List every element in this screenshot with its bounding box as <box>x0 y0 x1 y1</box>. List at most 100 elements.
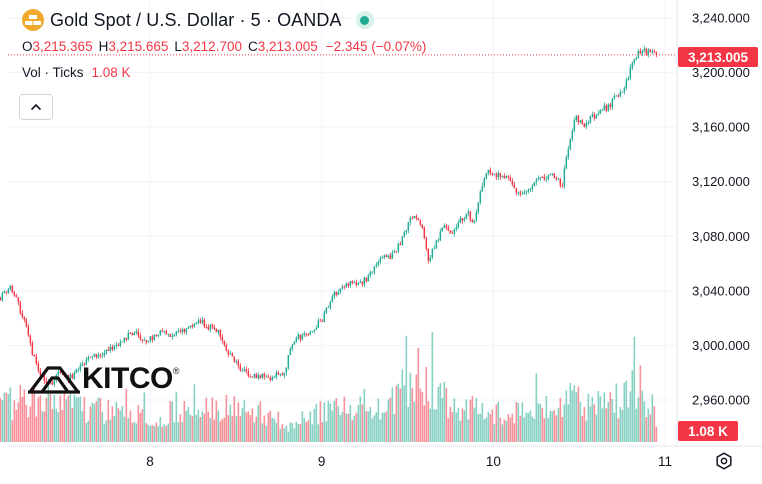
volume-bar <box>163 424 166 442</box>
volume-bar <box>317 424 320 442</box>
candle-body <box>275 372 278 378</box>
candle-body <box>509 177 512 182</box>
volume-bar <box>419 388 422 442</box>
candle-body <box>381 257 384 259</box>
volume-bar <box>387 399 390 442</box>
candle-body <box>627 78 630 81</box>
last-price-tag[interactable]: 3,213.005 <box>678 47 758 67</box>
symbol-legend[interactable]: Gold Spot / U.S. Dollar · 5 · OANDA <box>22 9 374 31</box>
volume-bar <box>141 409 144 442</box>
candle-body <box>557 179 560 180</box>
volume-bar <box>415 374 418 442</box>
candle-body <box>107 349 110 351</box>
volume-bar <box>635 408 638 442</box>
candle-body <box>27 326 30 336</box>
volume-bar <box>179 414 182 442</box>
volume-bar <box>295 421 298 442</box>
volume-bar <box>291 423 294 442</box>
candle-body <box>83 363 86 365</box>
market-open-status-icon[interactable] <box>355 11 374 29</box>
last-volume-tag[interactable]: 1.08 K <box>678 421 738 441</box>
candle-body <box>543 177 546 180</box>
volume-bar <box>337 406 340 442</box>
time-axis[interactable]: 8 9 10 11 <box>146 454 672 469</box>
candle-body <box>15 295 18 298</box>
chart-settings-icon[interactable] <box>714 451 734 471</box>
candle-body <box>33 354 36 357</box>
candle-body <box>261 373 264 378</box>
volume-bar <box>615 383 618 442</box>
candle-body <box>535 179 538 183</box>
time-tick-label: 10 <box>486 454 501 469</box>
candle-body <box>231 353 234 357</box>
volume-bar <box>557 407 560 442</box>
candle-body <box>501 175 504 177</box>
candle-body <box>473 220 476 223</box>
gold-symbol-icon <box>22 9 44 31</box>
candle-body <box>293 342 296 345</box>
collapse-legend-button[interactable] <box>19 94 53 120</box>
volume-bar <box>507 414 510 442</box>
volume-bar <box>49 394 52 442</box>
volume-bar <box>91 402 94 442</box>
volume-bar <box>147 424 150 442</box>
candle-body <box>601 109 604 111</box>
price-candles <box>0 45 658 388</box>
volume-bar <box>499 417 502 442</box>
volume-bar <box>153 426 156 442</box>
volume-bar <box>347 413 350 442</box>
volume-bar <box>469 399 472 442</box>
candle-body <box>19 302 22 313</box>
volume-bar <box>339 414 342 442</box>
candle-body <box>419 219 422 225</box>
candle-body <box>435 240 438 249</box>
candle-body <box>641 51 644 54</box>
candle-body <box>369 271 372 276</box>
volume-bar <box>59 395 62 442</box>
volume-legend[interactable]: Vol · Ticks 1.08 K <box>22 65 131 80</box>
volume-bar <box>655 426 658 442</box>
volume-bar <box>413 401 416 442</box>
volume-bar <box>633 336 636 442</box>
candle-body <box>653 51 656 53</box>
candle-body <box>495 173 498 178</box>
candle-body <box>133 332 136 336</box>
candle-body <box>395 251 398 253</box>
candle-body <box>99 355 102 356</box>
volume-bar <box>13 400 16 442</box>
volume-bar <box>643 401 646 442</box>
candle-body <box>113 345 116 350</box>
volume-bar <box>373 415 376 442</box>
candle-body <box>201 319 204 323</box>
price-axis[interactable]: 3,240.000 3,200.000 3,160.000 3,120.000 3,08… <box>692 11 750 408</box>
candle-body <box>471 220 474 223</box>
volume-bar <box>1 399 4 442</box>
candle-body <box>95 354 98 358</box>
candle-body <box>615 95 618 97</box>
volume-bar <box>501 424 504 442</box>
volume-bar <box>325 421 328 442</box>
candle-body <box>571 130 574 140</box>
candle-body <box>401 236 404 245</box>
volume-bar <box>385 411 388 442</box>
volume-bar <box>225 395 228 442</box>
volume-bar <box>187 406 190 442</box>
candle-body <box>121 341 124 343</box>
volume-bar <box>35 416 38 442</box>
candle-body <box>283 372 286 376</box>
candle-body <box>7 289 10 293</box>
volume-bar <box>195 415 198 442</box>
candle-body <box>425 238 428 249</box>
volume-bar <box>335 398 338 442</box>
volume-bar <box>481 403 484 442</box>
volume-bar <box>217 410 220 442</box>
candle-body <box>3 291 6 294</box>
candle-body <box>117 345 120 346</box>
volume-bar <box>609 392 612 442</box>
volume-bar <box>585 420 588 442</box>
volume-bar <box>111 406 114 442</box>
candle-body <box>597 113 600 116</box>
candle-body <box>93 354 96 357</box>
candle-body <box>129 332 132 334</box>
